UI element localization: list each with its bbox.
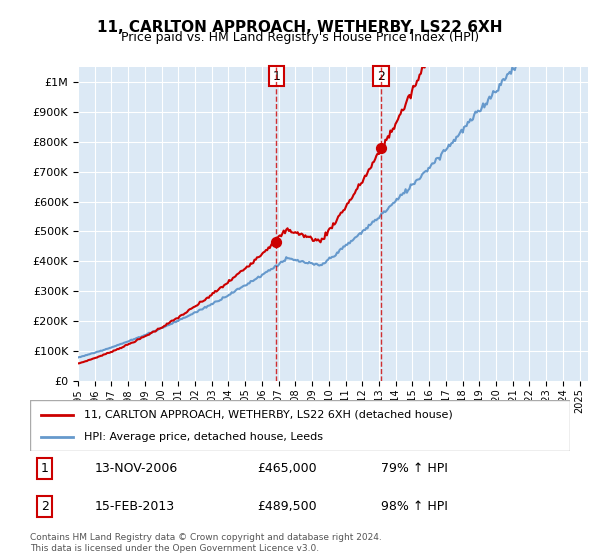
Text: 11, CARLTON APPROACH, WETHERBY, LS22 6XH (detached house): 11, CARLTON APPROACH, WETHERBY, LS22 6XH… [84, 409, 453, 419]
Text: 2: 2 [41, 500, 49, 513]
Text: £489,500: £489,500 [257, 500, 316, 513]
Text: Contains HM Land Registry data © Crown copyright and database right 2024.
This d: Contains HM Land Registry data © Crown c… [30, 533, 382, 553]
Text: 98% ↑ HPI: 98% ↑ HPI [381, 500, 448, 513]
Text: £465,000: £465,000 [257, 462, 316, 475]
Point [272, 237, 281, 246]
Point [376, 144, 386, 153]
Text: Price paid vs. HM Land Registry's House Price Index (HPI): Price paid vs. HM Land Registry's House … [121, 31, 479, 44]
Text: 1: 1 [272, 69, 280, 83]
Text: 11, CARLTON APPROACH, WETHERBY, LS22 6XH: 11, CARLTON APPROACH, WETHERBY, LS22 6XH [97, 20, 503, 35]
Text: 2: 2 [377, 69, 385, 83]
Text: 15-FEB-2013: 15-FEB-2013 [95, 500, 175, 513]
Text: 79% ↑ HPI: 79% ↑ HPI [381, 462, 448, 475]
FancyBboxPatch shape [30, 400, 570, 451]
Text: 1: 1 [41, 462, 49, 475]
Text: 13-NOV-2006: 13-NOV-2006 [95, 462, 178, 475]
Text: HPI: Average price, detached house, Leeds: HPI: Average price, detached house, Leed… [84, 432, 323, 442]
